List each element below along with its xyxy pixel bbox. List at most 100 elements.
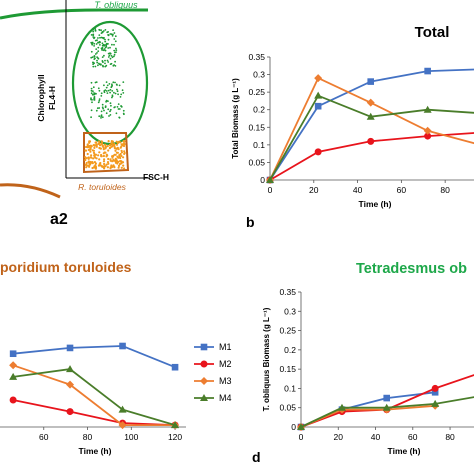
green-event-dot — [113, 53, 116, 56]
data-point-m1 — [314, 102, 322, 110]
orange-event-dot — [93, 146, 96, 149]
data-point-m1 — [383, 394, 391, 402]
green-event-dot — [118, 84, 121, 87]
orange-event-dot — [90, 156, 93, 159]
green-event-dot — [106, 42, 108, 45]
green-event-dot — [90, 116, 92, 119]
orange-event-dot — [113, 153, 116, 156]
orange-event-dot — [84, 163, 87, 166]
orange-event-dot — [100, 155, 103, 158]
green-event-dot — [91, 93, 94, 96]
data-point-m1 — [119, 342, 126, 350]
orange-event-dot — [92, 157, 95, 160]
green-event-dot — [96, 59, 98, 62]
green-event-dot — [104, 29, 107, 31]
green-event-dot — [114, 81, 116, 84]
panel-c: poridium toruloides 60 80 100 120 Time (h) M… — [0, 259, 232, 456]
orange-event-dot — [97, 140, 100, 143]
orange-event-dot — [90, 161, 93, 164]
green-event-dot — [101, 42, 104, 45]
green-event-dot — [94, 39, 97, 42]
data-point-m4 — [297, 423, 305, 430]
green-event-dot — [107, 34, 110, 37]
panel-c-axes: 60 80 100 120 Time (h) — [0, 342, 186, 456]
x-tick-label: 120 — [168, 432, 182, 442]
green-bracket-line — [0, 8, 148, 20]
orange-event-dot — [107, 140, 110, 143]
green-event-dot — [110, 33, 113, 36]
data-point-m2 — [314, 148, 322, 156]
orange-event-dot — [95, 141, 98, 144]
panel-label-b: b — [246, 214, 255, 230]
series-line-m3 — [300, 404, 436, 428]
orange-event-dot — [84, 158, 87, 162]
green-event-dot — [101, 56, 104, 58]
green-event-dot — [100, 36, 103, 39]
green-event-dot — [119, 96, 122, 98]
data-point-m3 — [118, 421, 127, 430]
x-tick-label: 0 — [268, 185, 273, 195]
green-event-dot — [111, 34, 114, 37]
green-event-dot — [115, 49, 118, 51]
orange-event-dot — [87, 160, 90, 163]
green-event-dot — [97, 41, 100, 44]
green-event-dot — [103, 90, 106, 92]
data-point-m4 — [337, 403, 346, 411]
green-event-dot — [92, 65, 95, 68]
orange-event-dot — [86, 152, 89, 156]
green-event-dot — [93, 42, 96, 45]
green-event-dot — [113, 38, 116, 40]
green-event-dot — [101, 103, 104, 106]
y-axis-title: T. obliquus Biomass (g L⁻¹) — [262, 307, 271, 411]
green-event-dot — [90, 89, 93, 92]
green-event-dot — [90, 56, 93, 59]
orange-event-dot — [86, 146, 89, 149]
orange-event-dot — [113, 142, 116, 146]
tobliquus-label: T. obliquus — [94, 0, 138, 10]
green-event-dot — [109, 102, 112, 105]
green-event-dot — [98, 107, 101, 109]
x-tick-label: 20 — [309, 185, 319, 195]
green-event-dot — [98, 29, 101, 31]
y-tick-label: 0.3 — [253, 70, 265, 80]
orange-event-dot — [85, 145, 88, 149]
y-tick-label: 0.15 — [279, 364, 296, 374]
green-event-dot — [122, 92, 125, 94]
data-point-m4 — [9, 372, 18, 380]
panel-c-legend: M1 M2 M3 M4 — [194, 342, 232, 403]
green-event-dot — [90, 34, 93, 36]
green-event-dot — [105, 64, 108, 67]
orange-event-dot — [90, 154, 93, 157]
green-event-dot — [113, 91, 115, 94]
green-event-dot — [105, 45, 108, 48]
green-event-dot — [93, 97, 95, 99]
orange-event-dot — [85, 166, 88, 169]
x-tick-label: 0 — [299, 432, 304, 442]
green-event-dot — [90, 50, 93, 53]
orange-event-dot — [95, 145, 98, 148]
x-tick-label: 40 — [353, 185, 363, 195]
series-line-m1 — [269, 68, 474, 181]
green-event-dot — [114, 65, 117, 67]
orange-event-dot — [97, 154, 100, 157]
green-event-dot — [105, 112, 108, 115]
green-event-dot — [103, 54, 105, 57]
green-event-dot — [106, 84, 109, 87]
green-event-dot — [118, 108, 121, 110]
y-tick-label: 0.15 — [248, 122, 265, 132]
green-event-dot — [104, 106, 107, 109]
orange-event-dot — [103, 158, 106, 161]
green-event-dot — [101, 31, 104, 34]
orange-event-dot — [106, 166, 109, 169]
orange-event-dot — [105, 155, 108, 158]
green-event-dot — [92, 90, 94, 93]
green-event-dot — [91, 56, 94, 59]
green-population-dots — [90, 28, 125, 119]
green-event-dot — [103, 84, 105, 87]
green-event-dot — [108, 115, 110, 117]
data-point-m2 — [424, 132, 432, 140]
green-event-dot — [97, 87, 100, 90]
orange-event-dot — [110, 142, 113, 145]
orange-event-dot — [115, 147, 118, 150]
